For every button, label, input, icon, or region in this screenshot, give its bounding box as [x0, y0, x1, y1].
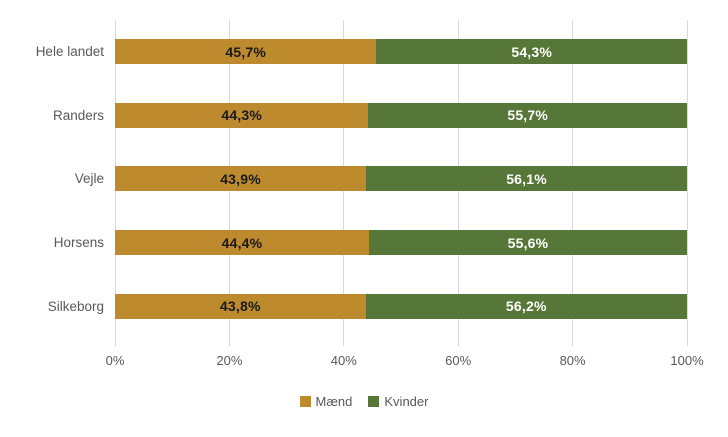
gridline — [686, 20, 688, 346]
data-label: 56,1% — [506, 170, 547, 187]
x-axis-tick-label: 0% — [105, 353, 125, 368]
stacked-bar: 44,3% 55,7% — [115, 102, 687, 128]
category-label: Horsens — [53, 235, 104, 251]
stacked-bar: 43,8% 56,2% — [115, 293, 687, 319]
stacked-bar: 43,9% 56,1% — [115, 166, 687, 192]
data-label: 44,3% — [221, 107, 263, 124]
data-label: 55,7% — [507, 107, 549, 124]
data-label: 54,3% — [511, 43, 553, 60]
stacked-bar: 44,4% 55,6% — [115, 230, 687, 256]
legend-label: Mænd — [315, 394, 353, 409]
data-label: 55,6% — [507, 234, 549, 251]
legend-swatch-icon — [299, 396, 311, 407]
data-label: 43,9% — [220, 170, 261, 187]
x-axis-tick-label: 40% — [330, 353, 357, 368]
plot-rows: Hele landet 45,7% 54,3% Randers 44,3% 55,7% Ve… — [36, 20, 687, 338]
legend-swatch-icon — [368, 396, 380, 407]
x-axis-tick-label: 80% — [559, 353, 586, 368]
plot-area: Hele landet 45,7% 54,3% Randers 44,3% 55,7% Ve… — [36, 20, 704, 368]
bar-segment-maend: 44,4% — [115, 230, 369, 256]
x-axis-labels: 0% 20% 40% 60% 80% 100% — [106, 353, 704, 369]
bar-row: Randers 44,3% 55,7% — [53, 84, 687, 148]
category-label: Vejle — [74, 171, 104, 187]
bar-segment-maend: 45,7% — [115, 39, 377, 65]
x-axis-tick-label: 60% — [445, 353, 472, 368]
category-label: Silkeborg — [47, 298, 104, 314]
data-label: 45,7% — [225, 43, 267, 60]
category-label: Randers — [52, 107, 104, 123]
data-label: 56,2% — [505, 298, 547, 315]
x-axis-tick-label: 100% — [670, 353, 704, 368]
x-axis-tick-label: 20% — [216, 353, 243, 368]
bar-segment-kvinder: 54,3% — [376, 39, 687, 65]
bar-segment-maend: 43,9% — [115, 166, 367, 192]
data-label: 44,4% — [221, 234, 263, 251]
legend-item: Kvinder — [368, 394, 428, 409]
data-label: 43,8% — [219, 298, 261, 315]
bar-row: Vejle 43,9% 56,1% — [75, 147, 687, 211]
bar-row: Hele landet 45,7% 54,3% — [36, 20, 687, 84]
bar-segment-maend: 44,3% — [115, 102, 369, 128]
bar-segment-kvinder: 56,1% — [366, 166, 687, 192]
bar-segment-kvinder: 55,7% — [368, 102, 687, 128]
bar-row: Horsens 44,4% 55,6% — [54, 211, 687, 275]
category-label: Hele landet — [35, 44, 104, 60]
bar-segment-kvinder: 56,2% — [365, 293, 687, 319]
legend-item: Mænd — [299, 394, 353, 409]
bar-segment-kvinder: 55,6% — [368, 230, 687, 256]
stacked-bar: 45,7% 54,3% — [115, 39, 687, 65]
bar-segment-maend: 43,8% — [115, 293, 366, 319]
legend-label: Kvinder — [384, 394, 429, 409]
bar-row: Silkeborg 43,8% 56,2% — [48, 274, 687, 338]
legend: Mænd Kvinder — [0, 394, 728, 409]
